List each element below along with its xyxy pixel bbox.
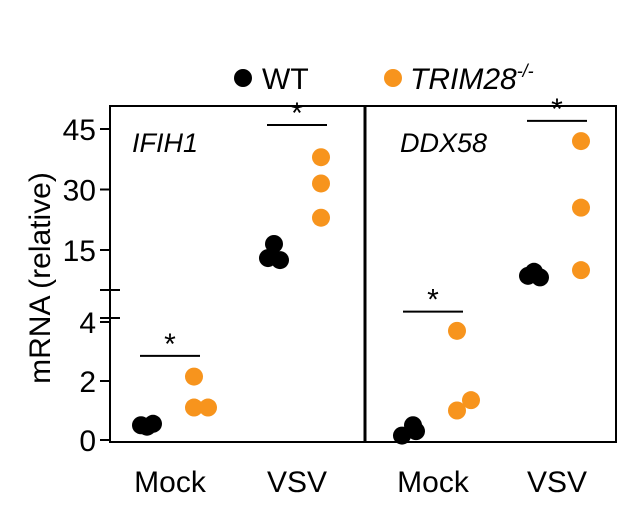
data-point-ifih1-mock-wt [132,416,150,435]
data-point-ddx58-mock-trim28 [448,401,466,420]
y-axis: 0 2 4 15 30 45 [63,106,120,458]
data-point-ddx58-mock-trim28 [448,321,466,340]
marks: * * * * [132,93,590,445]
y-tick-label: 15 [63,235,96,268]
panel-title-ddx58: DDX58 [400,128,487,158]
data-point-ddx58-vsv-wt [519,266,537,285]
y-axis-title: mRNA (relative) [24,172,57,384]
panel-title-ifih1: IFIH1 [132,128,198,158]
data-point-ifih1-mock-trim28 [185,398,203,417]
data-point-ddx58-vsv-trim28 [572,261,590,280]
significance-star-ifih1-mock: * [164,328,176,361]
y-tick-label: 30 [63,175,96,208]
legend: WT TRIM28-/- [234,61,534,96]
significance-star-ifih1-vsv: * [291,97,303,130]
legend-marker-wt [234,69,252,87]
y-tick-label: 0 [79,425,96,458]
data-point-ddx58-vsv-trim28 [572,132,590,151]
data-point-ifih1-mock-trim28 [199,398,217,417]
data-point-ifih1-vsv-trim28 [312,148,330,167]
y-tick-label: 45 [63,114,96,147]
legend-label-trim28: TRIM28-/- [410,61,534,96]
data-point-ddx58-mock-wt [393,426,411,445]
legend-label-trim28-superscript: -/- [517,61,534,81]
y-tick-label: 2 [79,366,96,399]
legend-marker-trim28 [384,69,402,87]
data-point-ddx58-mock-trim28 [462,391,480,410]
data-point-ifih1-vsv-wt [259,249,277,268]
legend-label-wt: WT [262,63,309,96]
data-point-ifih1-mock-trim28 [185,367,203,386]
legend-label-trim28-name: TRIM28 [410,63,517,96]
x-axis: Mock VSV Mock VSV [134,466,587,499]
data-point-ifih1-vsv-trim28 [312,208,330,227]
significance-star-ddx58-mock: * [427,284,439,317]
y-tick-label: 4 [79,307,96,340]
x-tick-label-ddx58-mock: Mock [397,466,470,499]
panels: IFIH1 DDX58 [109,105,617,443]
data-point-ifih1-vsv-wt [265,234,283,253]
x-tick-label-ifih1-mock: Mock [134,466,207,499]
data-point-ddx58-vsv-trim28 [572,198,590,217]
x-tick-label-ifih1-vsv: VSV [267,466,327,499]
data-point-ddx58-mock-wt [407,422,425,441]
data-point-ifih1-vsv-trim28 [312,174,330,193]
x-tick-label-ddx58-vsv: VSV [527,466,587,499]
significance-star-ddx58-vsv: * [551,93,563,126]
